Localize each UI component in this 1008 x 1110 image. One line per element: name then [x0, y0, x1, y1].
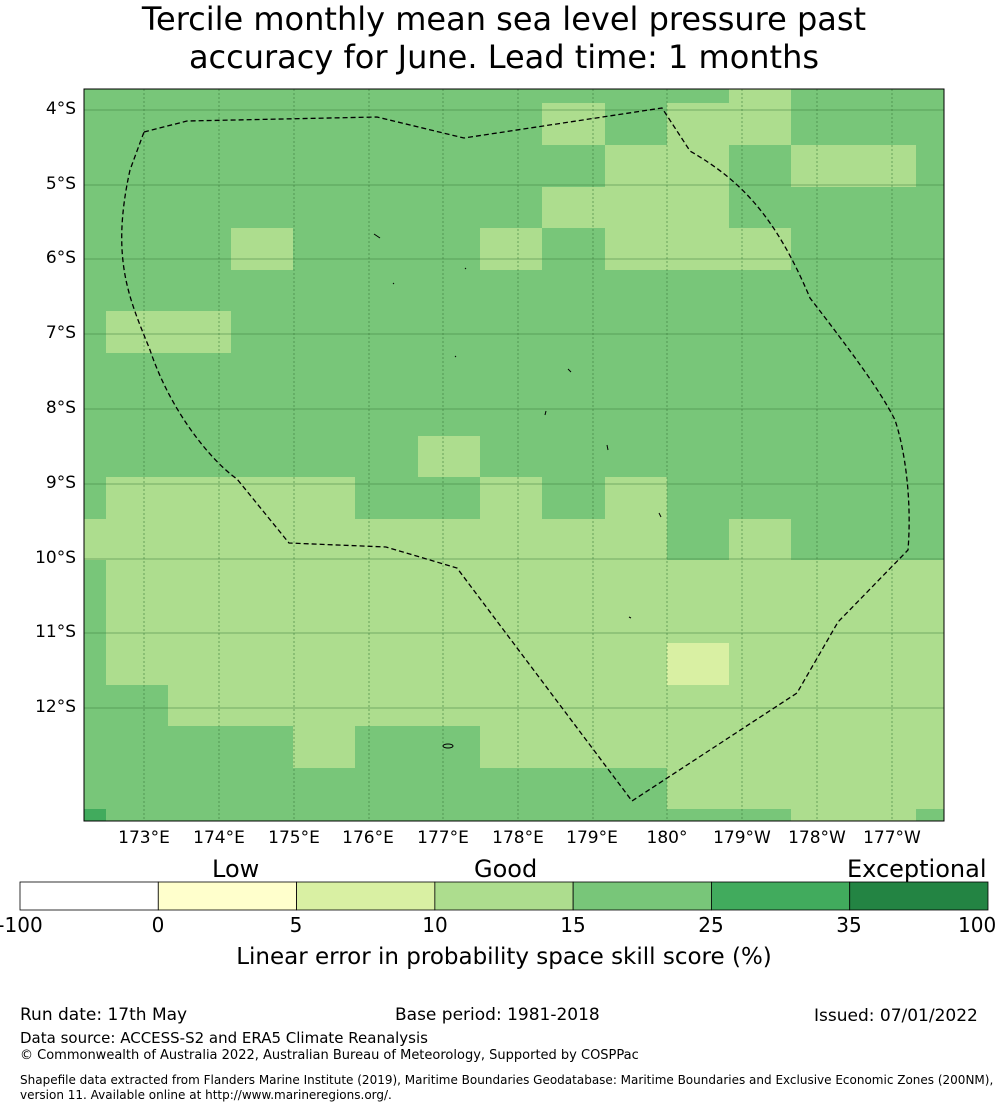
skill-cell: [667, 89, 729, 103]
colorbar-swatch: [434, 881, 574, 911]
lon-label: 176°E: [342, 828, 394, 848]
lat-label: 10°S: [35, 548, 76, 568]
title-line-2: accuracy for June. Lead time: 1 months: [188, 38, 820, 76]
skill-cell: [106, 311, 231, 353]
colorbar-tick: 25: [698, 913, 724, 937]
skill-cell: [480, 726, 944, 768]
skill-cell: [106, 560, 944, 602]
island: [373, 233, 381, 239]
colorbar-tick: 10: [422, 913, 448, 937]
category-good: Good: [474, 855, 538, 883]
skill-map: [83, 88, 945, 822]
eez-boundary: [121, 107, 910, 802]
base-period: Base period: 1981-2018: [395, 1005, 600, 1025]
colorbar-swatch: [849, 881, 989, 911]
skill-cell: [605, 228, 791, 270]
skill-cell: [542, 187, 729, 228]
lat-label: 4°S: [45, 99, 76, 119]
skill-cell: [84, 477, 106, 519]
colorbar-tick: -100: [0, 913, 43, 937]
title-line-1: Tercile monthly mean sea level pressure …: [141, 0, 867, 38]
colorbar-tick: 15: [560, 913, 586, 937]
skill-cell: [605, 477, 667, 519]
island: [392, 282, 395, 285]
island: [454, 355, 457, 358]
colorbar-swatch: [157, 881, 297, 911]
skill-cell: [480, 477, 542, 519]
lat-label: 11°S: [35, 622, 76, 642]
island-outlines: [373, 233, 662, 749]
island: [658, 512, 662, 518]
lon-label: 177°W: [863, 828, 921, 848]
lon-label: 173°E: [118, 828, 170, 848]
map-frame: [83, 88, 945, 822]
lon-label: 180°: [646, 828, 688, 848]
island: [628, 616, 632, 619]
colorbar-swatch: [19, 881, 159, 911]
lon-label: 179°E: [566, 828, 618, 848]
island: [464, 267, 467, 270]
category-exceptional: Exceptional: [847, 855, 987, 883]
colorbar-swatch: [572, 881, 712, 911]
colorbar: [19, 881, 989, 911]
colorbar-swatch: [711, 881, 851, 911]
run-date: Run date: 17th May: [20, 1005, 188, 1025]
skill-cell: [293, 726, 355, 768]
skill-cell: [106, 643, 944, 685]
island: [606, 444, 609, 451]
graticule: [84, 89, 944, 821]
lat-label: 6°S: [45, 248, 76, 268]
lon-label: 178°E: [492, 828, 544, 848]
skill-cell: [667, 768, 944, 809]
skill-cell: [418, 436, 480, 477]
skill-cell: [729, 89, 791, 145]
lat-label: 8°S: [45, 398, 76, 418]
skill-cell: [667, 643, 729, 685]
island: [442, 743, 454, 749]
skill-cell: [791, 145, 916, 187]
data-source: Data source: ACCESS-S2 and ERA5 Climate …: [20, 1029, 428, 1047]
colorbar-title: Linear error in probability space skill …: [236, 944, 772, 970]
copyright: © Commonwealth of Australia 2022, Austra…: [20, 1048, 639, 1063]
colorbar-tick: 5: [289, 913, 303, 937]
issued-date: Issued: 07/01/2022: [814, 1006, 978, 1026]
lat-label: 5°S: [45, 174, 76, 194]
skill-cell: [916, 809, 944, 821]
lon-label: 177°E: [417, 828, 469, 848]
skill-cell: [729, 809, 791, 821]
lon-label: 175°E: [268, 828, 320, 848]
skill-cell: [168, 685, 944, 726]
skill-cell: [542, 103, 605, 145]
skill-cell: [791, 809, 916, 821]
skill-cell: [106, 602, 944, 643]
category-low: Low: [212, 855, 260, 883]
island: [544, 410, 547, 416]
colorbar-swatch: [296, 881, 436, 911]
lon-label: 179°W: [713, 828, 771, 848]
shapefile-credit-1: Shapefile data extracted from Flanders M…: [20, 1073, 994, 1087]
skill-cell: [231, 228, 293, 270]
skill-cell: [729, 519, 791, 560]
lon-label: 178°W: [788, 828, 846, 848]
lat-label: 12°S: [35, 697, 76, 717]
lat-label: 7°S: [45, 323, 76, 343]
skill-grid-cells: [84, 89, 944, 821]
skill-cell: [84, 519, 667, 560]
skill-cell: [84, 809, 106, 821]
colorbar-tick: 35: [836, 913, 862, 937]
island: [567, 368, 572, 373]
skill-cell: [106, 477, 355, 519]
colorbar-tick: 100: [958, 913, 997, 937]
skill-cell: [480, 228, 542, 270]
skill-cell: [667, 103, 729, 145]
colorbar-tick: 0: [151, 913, 165, 937]
lon-label: 174°E: [193, 828, 245, 848]
lat-label: 9°S: [45, 473, 76, 493]
shapefile-credit-2: version 11. Available online at http://w…: [20, 1088, 392, 1102]
